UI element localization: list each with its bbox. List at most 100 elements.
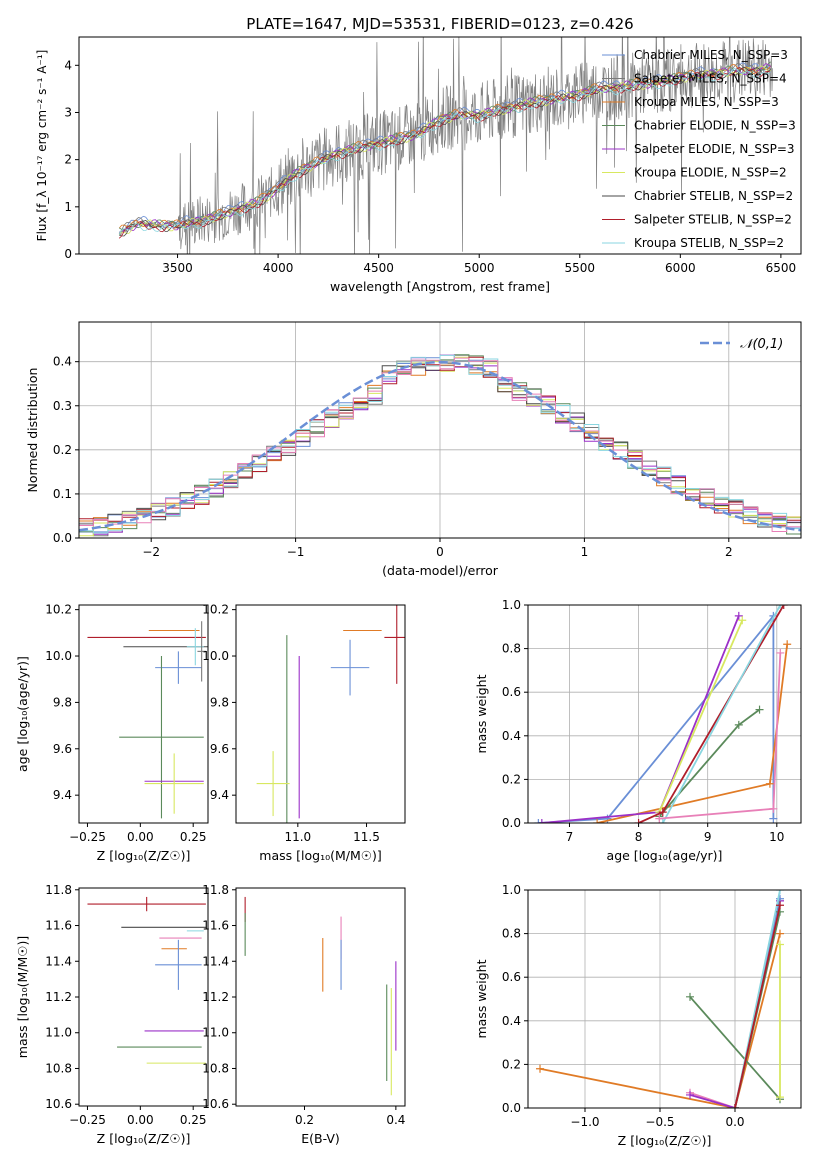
data-point-8 xyxy=(144,753,204,814)
x-tick-label: 0.4 xyxy=(386,1113,405,1127)
y-tick-label: 0 xyxy=(64,247,72,261)
weight-marker xyxy=(686,992,694,1001)
legend-entry: Salpeter STELIB, N_SSP=2 xyxy=(634,213,792,227)
y-axis-label: mass [log₁₀(M/M☉)] xyxy=(15,936,30,1058)
y-tick-label: 0.2 xyxy=(53,443,72,457)
legend-entry: Kroupa STELIB, N_SSP=2 xyxy=(634,236,784,250)
x-axis-label: age [log₁₀(age/yr)] xyxy=(607,848,723,863)
axes-frame xyxy=(235,604,406,824)
legend-entry: Chabrier MILES, N_SSP=3 xyxy=(634,48,788,62)
data-point-6 xyxy=(119,656,204,819)
x-axis-label: (data-model)/error xyxy=(382,563,499,578)
x-tick-label: 0.00 xyxy=(127,1113,154,1127)
weight-marker xyxy=(536,1064,544,1073)
weight-line-7 xyxy=(734,905,781,1108)
y-tick-label: 9.6 xyxy=(53,742,72,756)
y-tick-label: 11.4 xyxy=(202,954,229,968)
data-point-5 xyxy=(155,939,202,990)
axes-weight_vs_Z: −1.0 −0.5 0.0 0.0 0.2 0.4 0.6 0.8 1.0 Z [log₁₀(Z/… xyxy=(474,883,802,1148)
x-tick-label: 5000 xyxy=(464,261,495,275)
data-point-3 xyxy=(330,639,370,696)
y-tick-label: 0.0 xyxy=(53,531,72,545)
plot-area-weight_vs_Z xyxy=(528,890,801,1108)
x-tick-label: 11.5 xyxy=(353,830,380,844)
y-tick-label: 11.2 xyxy=(45,990,72,1004)
x-tick-label: 4000 xyxy=(263,261,294,275)
y-tick-label: 11.2 xyxy=(202,990,229,1004)
normal-curve xyxy=(79,360,801,532)
x-tick-label: 6000 xyxy=(665,261,696,275)
x-tick-label: 0.00 xyxy=(127,830,154,844)
y-tick-label: 10.6 xyxy=(45,1097,72,1111)
x-tick-label: 2 xyxy=(725,545,733,559)
weight-marker xyxy=(776,901,784,910)
axes-mass_vs_Z: −0.25 0.00 0.25 10.6 10.8 11.0 11.2 11.4 11.6 11.… xyxy=(15,883,209,1146)
x-tick-label: −0.25 xyxy=(69,1113,106,1127)
y-tick-label: 11.4 xyxy=(45,954,72,968)
plot-area-mass_vs_Z xyxy=(87,896,206,1064)
weight-marker xyxy=(779,605,788,609)
weight-line-6 xyxy=(662,605,782,823)
y-tick-label: 10.2 xyxy=(202,603,229,617)
weight-marker xyxy=(776,890,784,894)
x-tick-label: 3500 xyxy=(162,261,193,275)
y-tick-label: 0.2 xyxy=(502,1057,521,1071)
legend-entry: Salpeter ELODIE, N_SSP=3 xyxy=(634,142,795,156)
legend-entry: Salpeter MILES, N_SSP=4 xyxy=(634,72,787,86)
x-tick-label: 1 xyxy=(581,545,589,559)
axes-frame xyxy=(527,604,802,824)
y-tick-label: 1 xyxy=(64,200,72,214)
axes-frame xyxy=(235,887,406,1107)
x-tick-label: 9 xyxy=(704,830,712,844)
y-tick-label: 9.4 xyxy=(53,788,72,802)
grid xyxy=(528,605,801,823)
legend-entry: Chabrier STELIB, N_SSP=2 xyxy=(634,189,793,203)
x-tick-label: 5500 xyxy=(565,261,596,275)
weight-marker xyxy=(776,605,785,609)
weight-marker xyxy=(755,705,764,714)
weight-line-3 xyxy=(541,615,740,823)
data-point-5 xyxy=(197,621,206,682)
weight-line-1 xyxy=(689,996,781,1100)
y-axis-label: mass weight xyxy=(474,959,489,1038)
x-axis-label: E(B-V) xyxy=(301,1131,340,1146)
x-tick-label: −0.5 xyxy=(645,1115,674,1129)
axes-frame xyxy=(527,889,802,1109)
axes-residuals: −2 −1 0 1 2 0.0 0.1 0.2 0.3 0.4 (data-model)/error… xyxy=(25,321,802,578)
weight-marker xyxy=(769,804,778,813)
weight-marker xyxy=(655,814,664,823)
weight-marker xyxy=(776,648,785,657)
legend: Chabrier MILES, N_SSP=3 Salpeter MILES, N… xyxy=(602,48,796,250)
axes-spectrum: 3500 4000 4500 5000 5500 6000 6500 0 1 2 3 4 wavelen… xyxy=(35,36,802,294)
y-tick-label: 10.0 xyxy=(202,649,229,663)
y-tick-label: 0.3 xyxy=(53,399,72,413)
weight-marker xyxy=(776,940,784,949)
weight-marker xyxy=(658,819,667,823)
plot-area-weight_vs_age xyxy=(528,605,801,823)
legend-entry: Chabrier ELODIE, N_SSP=3 xyxy=(634,119,796,133)
y-tick-label: 0.6 xyxy=(502,685,521,699)
data-point-0 xyxy=(87,896,206,912)
y-tick-label: 10.0 xyxy=(45,649,72,663)
model-line-6 xyxy=(119,66,772,237)
observed-spectrum xyxy=(118,37,773,254)
x-tick-label: 0.25 xyxy=(180,830,207,844)
grid xyxy=(528,890,801,1108)
x-tick-label: 0 xyxy=(436,545,444,559)
x-axis-label: wavelength [Angstrom, rest frame] xyxy=(330,279,550,294)
x-tick-label: −0.25 xyxy=(69,830,106,844)
data-point-5 xyxy=(384,605,405,684)
y-tick-label: 11.0 xyxy=(45,1026,72,1040)
weight-line-4 xyxy=(658,619,744,813)
weight-marker xyxy=(734,611,743,620)
weight-marker xyxy=(734,720,743,729)
data-point-4 xyxy=(186,628,204,666)
weight-marker xyxy=(534,819,543,823)
plot-area-spectrum xyxy=(118,37,773,254)
y-tick-label: 9.4 xyxy=(210,788,229,802)
weight-marker xyxy=(686,1090,694,1099)
y-tick-label: 0.2 xyxy=(502,772,521,786)
weight-marker xyxy=(634,819,643,823)
x-tick-label: 11.0 xyxy=(284,830,311,844)
